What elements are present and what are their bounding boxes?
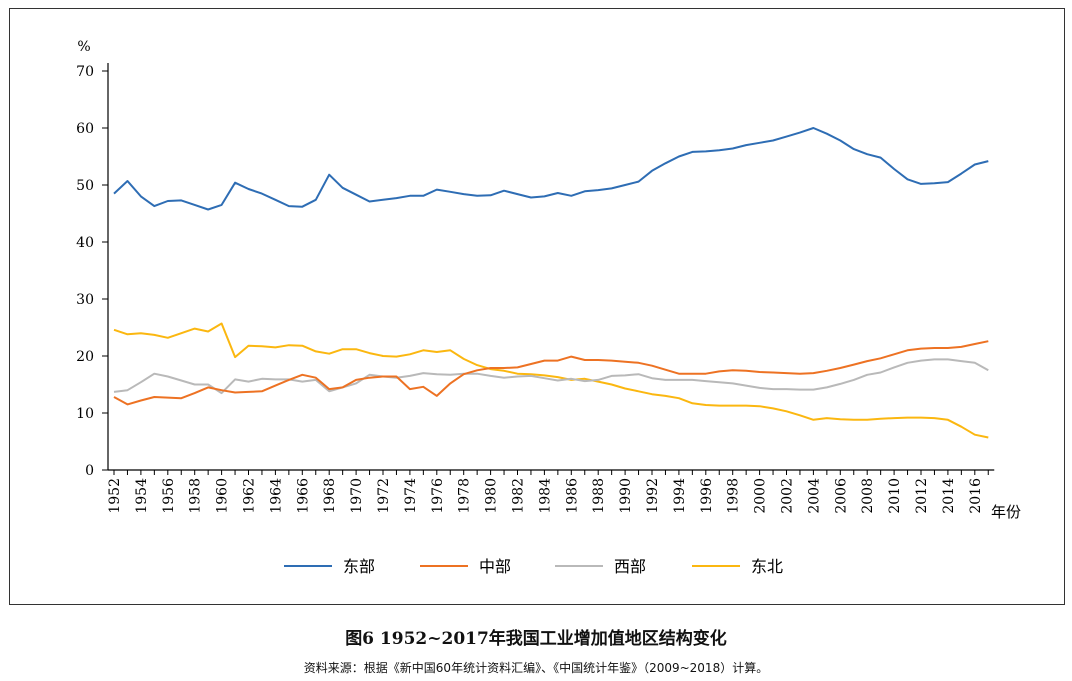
x-tick-label: 1974 xyxy=(403,478,419,514)
x-tick-label: 1984 xyxy=(537,478,553,514)
chart-title: 图6 1952~2017年我国工业增加值地区结构变化 xyxy=(345,629,727,649)
legend-label: 东北 xyxy=(751,557,783,576)
x-tick-label: 1988 xyxy=(591,478,607,514)
y-tick-label: 60 xyxy=(76,121,94,137)
chart-frame xyxy=(9,8,1065,605)
x-tick-label: 1998 xyxy=(726,478,742,514)
x-tick-label: 2008 xyxy=(860,478,876,514)
x-tick-label: 1966 xyxy=(295,478,311,514)
x-tick-label: 1986 xyxy=(564,478,580,514)
x-tick-label: 2014 xyxy=(941,478,957,514)
x-tick-label: 1992 xyxy=(645,478,661,514)
series-line-东北 xyxy=(113,322,989,439)
x-tick-label: 1996 xyxy=(699,478,715,514)
x-axis-label: 年份 xyxy=(991,503,1021,521)
x-tick-label: 2002 xyxy=(780,478,796,514)
y-tick-label: 20 xyxy=(76,349,94,365)
y-tick-label: 70 xyxy=(76,64,94,80)
x-tick-label: 2010 xyxy=(887,478,903,514)
x-tick-label: 1982 xyxy=(511,478,527,514)
x-tick-label: 1980 xyxy=(484,478,500,514)
chart-source-note: 资料来源：根据《新中国60年统计资料汇编》、《中国统计年鉴》（2009~2018… xyxy=(303,661,769,675)
x-tick-label: 1976 xyxy=(430,478,446,514)
x-tick-label: 1990 xyxy=(618,478,634,514)
legend-label: 中部 xyxy=(479,557,511,576)
x-tick-label: 1954 xyxy=(134,478,150,514)
y-tick-label: 0 xyxy=(85,463,94,479)
x-tick-label: 1972 xyxy=(376,478,392,514)
x-tick-label: 1960 xyxy=(215,478,231,514)
x-tick-label: 1964 xyxy=(268,478,284,514)
y-tick-label: 50 xyxy=(76,178,94,194)
series-line-东部 xyxy=(113,127,989,211)
x-tick-label: 2004 xyxy=(806,478,822,514)
legend-label: 西部 xyxy=(614,557,646,576)
x-tick-label: 1978 xyxy=(457,478,473,514)
x-tick-label: 1962 xyxy=(242,478,258,514)
y-tick-label: 30 xyxy=(76,292,94,308)
x-tick-label: 1952 xyxy=(107,478,123,514)
x-tick-label: 1968 xyxy=(322,478,338,514)
x-tick-label: 2016 xyxy=(968,478,984,514)
x-tick-label: 2000 xyxy=(753,478,769,514)
x-tick-label: 2012 xyxy=(914,478,930,514)
x-tick-label: 1994 xyxy=(672,478,688,514)
series-line-西部 xyxy=(113,358,989,395)
y-tick-label: 10 xyxy=(76,406,94,422)
y-axis-label: % xyxy=(77,39,90,55)
x-tick-label: 1958 xyxy=(188,478,204,514)
x-tick-label: 1970 xyxy=(349,478,365,514)
y-tick-label: 40 xyxy=(76,235,94,251)
series-line-中部 xyxy=(113,340,989,406)
x-tick-label: 1956 xyxy=(161,478,177,514)
x-tick-label: 2006 xyxy=(833,478,849,514)
legend-label: 东部 xyxy=(343,557,375,576)
